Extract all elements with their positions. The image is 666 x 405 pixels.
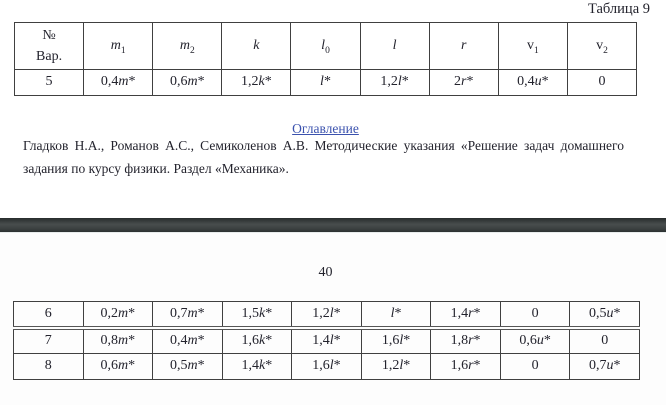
table-cell: 0,8m* [82,327,154,354]
table-cell: № Вар. [13,22,85,70]
table-cell: m1 [83,22,154,70]
table-cell: 0,4u* [497,69,568,96]
toc-link-row: Оглавление [14,121,637,137]
variants-table-9-body: 5 0,4m* 0,6m* 1,2k* l* 1,2l* 2r* 0,4u* 0 [13,69,638,96]
table-cell: 0 [566,69,638,96]
table-cell: 1,6l* [291,353,362,380]
table-cell: 1,5k* [221,301,293,330]
table-cell: m2 [152,22,223,70]
table-cell: 1,2k* [221,69,292,96]
table-cell: 6 [13,301,84,330]
table-cell: l0 [290,22,361,70]
table-cell: 1,2l* [360,353,432,380]
table-cell: 0 [499,353,571,380]
table-caption: Таблица 9 [587,1,650,17]
table-row: № Вар. m1 m2 k l0 l r v1 v2 [13,22,638,70]
table-cell: 0 [499,301,571,330]
variants-table-continuation-body: 6 0,2m* 0,7m* 1,5k* 1,2l* l* 1,4r* 0 0,5u* 7 0,8m*… [13,301,640,380]
table-row: 5 0,4m* 0,6m* 1,2k* l* 1,2l* 2r* 0,4u* 0 [13,69,638,96]
toc-link[interactable]: Оглавление [292,121,359,136]
table-cell: 0,4m* [152,327,223,354]
document-page-top: Таблица 9 № Вар. m1 m2 k l0 l r v1 v2 5 0,4m* 0,6m*… [13,1,650,176]
variants-table-continuation: 6 0,2m* 0,7m* 1,5k* 1,2l* l* 1,4r* 0 0,5u* 7 0,8m*… [13,301,640,380]
table-cell: 0,5u* [569,301,640,330]
table-cell: v1 [497,22,568,70]
table-row: 6 0,2m* 0,7m* 1,5k* 1,2l* l* 1,4r* 0 0,5u* [13,301,640,330]
table-cell: l [359,22,430,70]
table-cell: 8 [13,353,84,380]
table-cell: 7 [13,327,84,354]
table-cell: 1,2l* [359,69,430,96]
page-separator [0,218,666,233]
table-cell: 0,5m* [152,353,223,380]
table-cell: 5 [13,69,85,96]
table-cell: 1,2l* [291,301,362,330]
table-cell: 0 [569,327,640,354]
table-cell: 1,6k* [221,327,293,354]
table-cell: 1,6r* [430,353,501,380]
table-cell: 1,4l* [291,327,362,354]
table-cell: 0,2m* [82,301,154,330]
document-page-bottom: 40 6 0,2m* 0,7m* 1,5k* 1,2l* l* 1,4r* 0 0,5u* 7 0,… [0,233,666,405]
table-cell: r [428,22,499,70]
table-cell: k [221,22,292,70]
table-cell: 0,7u* [569,353,640,380]
table-cell: 0,6m* [82,353,154,380]
table-row: 8 0,6m* 0,5m* 1,4k* 1,6l* 1,2l* 1,6r* 0 0,7u* [13,353,640,380]
variants-table-9-header: № Вар. m1 m2 k l0 l r v1 v2 [13,22,638,70]
table-cell: 1,8r* [430,327,501,354]
table-cell: 1,4k* [221,353,293,380]
table-cell: 0,7m* [152,301,223,330]
table-cell: l* [290,69,361,96]
table-cell: v2 [566,22,638,70]
table-cell: 0,6u* [499,327,571,354]
variants-table-9: № Вар. m1 m2 k l0 l r v1 v2 5 0,4m* 0,6m* 1,2k* l* 1,2… [13,22,638,96]
table-cell: 0,4m* [83,69,154,96]
page-number: 40 [318,265,333,280]
table-cell: 1,4r* [430,301,501,330]
table-cell: 1,6l* [360,327,432,354]
citation-text: Гладков Н.А., Романов А.С., Семиколенов … [23,138,624,176]
table-row: 7 0,8m* 0,4m* 1,6k* 1,4l* 1,6l* 1,8r* 0,6u* 0 [13,327,640,354]
table-cell: 0,6m* [152,69,223,96]
table-cell: 2r* [428,69,499,96]
table-cell: l* [360,301,432,330]
